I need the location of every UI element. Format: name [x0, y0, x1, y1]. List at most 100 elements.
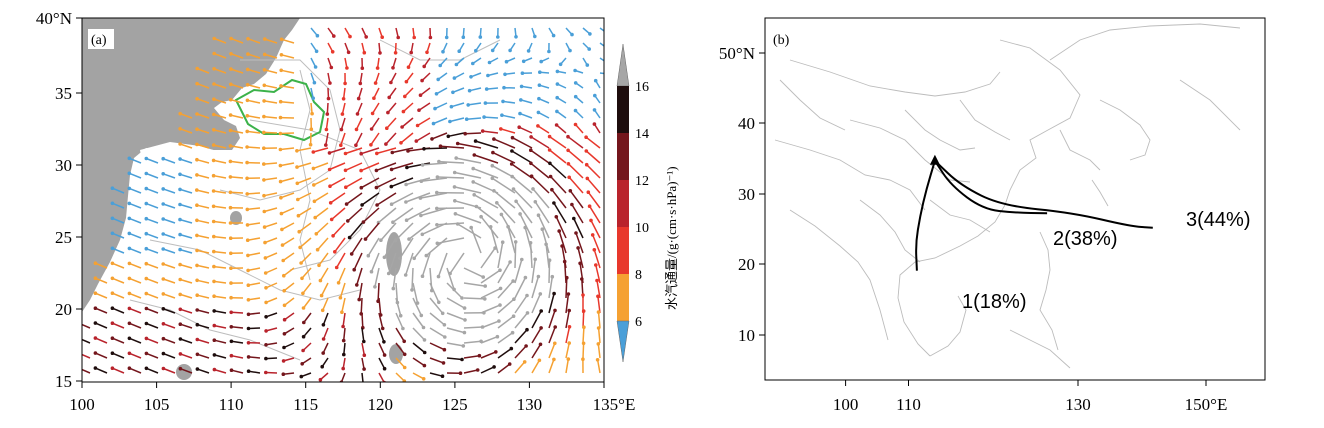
wind-vector-head: [472, 193, 477, 197]
wind-vector-head: [110, 216, 115, 221]
wind-vector-head: [469, 75, 473, 79]
wind-vector-head: [246, 283, 251, 288]
wind-vector: [380, 222, 397, 241]
wind-vector: [179, 248, 193, 254]
panel-b-y-axis: [759, 52, 765, 336]
wind-vector-head: [606, 32, 610, 36]
wind-vector-head: [343, 168, 348, 173]
wind-vector-head: [178, 217, 182, 222]
wind-vector: [437, 252, 448, 277]
wind-vector-head: [245, 67, 250, 72]
wind-vector-head: [605, 47, 609, 51]
wind-vector: [180, 308, 193, 314]
wind-vector-head: [354, 143, 358, 147]
wind-vector: [197, 368, 210, 374]
wind-vector-head: [592, 108, 597, 112]
wind-vector-head: [566, 162, 571, 166]
y-tick-label: 30: [55, 156, 72, 175]
wind-vector: [463, 282, 486, 287]
wind-vector-head: [312, 183, 316, 187]
wind-vector: [511, 163, 533, 179]
wind-vector-head: [544, 242, 548, 247]
wind-vector-head: [212, 67, 216, 71]
wind-vector: [593, 249, 601, 269]
wind-vector-head: [375, 66, 380, 70]
wind-vector: [391, 162, 414, 171]
y-tick-label: 20: [738, 255, 755, 274]
wind-vector-head: [318, 278, 323, 283]
wind-vector-head: [596, 342, 601, 346]
wind-vector-head: [300, 276, 304, 281]
wind-vector-head: [435, 190, 439, 195]
wind-vector-head: [382, 353, 387, 357]
wind-vector: [446, 282, 463, 299]
wind-vector-head: [461, 344, 466, 348]
wind-vector: [484, 116, 499, 119]
wind-vector-head: [369, 127, 374, 131]
wind-vector-head: [584, 149, 589, 153]
wind-vector-head: [481, 275, 486, 279]
wind-vector: [556, 110, 567, 119]
wind-vector: [281, 54, 295, 59]
wind-vector: [197, 353, 210, 359]
wind-vector-head: [161, 292, 166, 296]
wind-vector: [180, 353, 193, 359]
wind-vector-head: [296, 213, 301, 218]
wind-vector-head: [567, 175, 571, 180]
wind-vector: [463, 354, 480, 359]
wind-vector: [196, 174, 210, 179]
wind-vector: [582, 343, 585, 359]
wind-vector: [418, 102, 431, 111]
wind-vector: [553, 202, 567, 224]
wind-vector-head: [246, 37, 250, 41]
wind-vector: [129, 262, 142, 269]
wind-vector-head: [278, 99, 283, 104]
trajectory-label-2: 2(38%): [1053, 228, 1117, 250]
wind-vector-head: [110, 321, 115, 326]
wind-vector: [493, 190, 516, 209]
wind-vector: [179, 293, 193, 299]
wind-vector-head: [279, 37, 284, 42]
wind-vector-head: [374, 185, 379, 190]
wind-vector-head: [211, 189, 216, 193]
wind-vector: [387, 252, 397, 274]
wind-vector-head: [587, 204, 592, 208]
wind-vector-head: [404, 182, 408, 187]
wind-vector: [415, 132, 431, 142]
wind-vector-head: [471, 166, 476, 171]
wind-vector-head: [525, 327, 529, 332]
wind-vector-head: [435, 175, 440, 179]
wind-vector: [196, 234, 210, 239]
wind-vector: [281, 69, 295, 74]
wind-vector-head: [418, 196, 423, 200]
wind-vector: [412, 327, 426, 341]
wind-vector: [356, 102, 363, 115]
wind-vector-head: [460, 357, 464, 362]
wind-vector: [282, 252, 295, 262]
wind-vector-head: [510, 149, 514, 153]
wind-vector: [480, 320, 500, 329]
wind-vector-head: [262, 209, 267, 214]
y-tick-label: 40: [738, 114, 755, 133]
wind-vector: [387, 102, 397, 114]
country-border: [774, 139, 926, 211]
wind-vector-head: [528, 241, 533, 245]
wind-vector-head: [301, 291, 305, 296]
wind-vector-head: [519, 84, 524, 89]
wind-vector-head: [452, 185, 457, 189]
wind-vector: [530, 162, 550, 179]
wind-vector-head: [378, 51, 382, 55]
wind-vector-head: [548, 174, 553, 179]
wind-vector-head: [262, 162, 266, 166]
wind-vector: [463, 340, 482, 344]
wind-vector: [213, 68, 227, 74]
wind-vector: [360, 147, 380, 155]
wind-vector-head: [356, 96, 361, 101]
wind-vector-head: [330, 50, 335, 54]
wind-vector: [129, 307, 142, 314]
wind-vector-head: [444, 35, 449, 40]
wind-vector-head: [211, 219, 216, 224]
wind-vector-head: [195, 97, 199, 101]
wind-vector: [214, 324, 227, 329]
panel-a-x-axis: [81, 382, 605, 388]
